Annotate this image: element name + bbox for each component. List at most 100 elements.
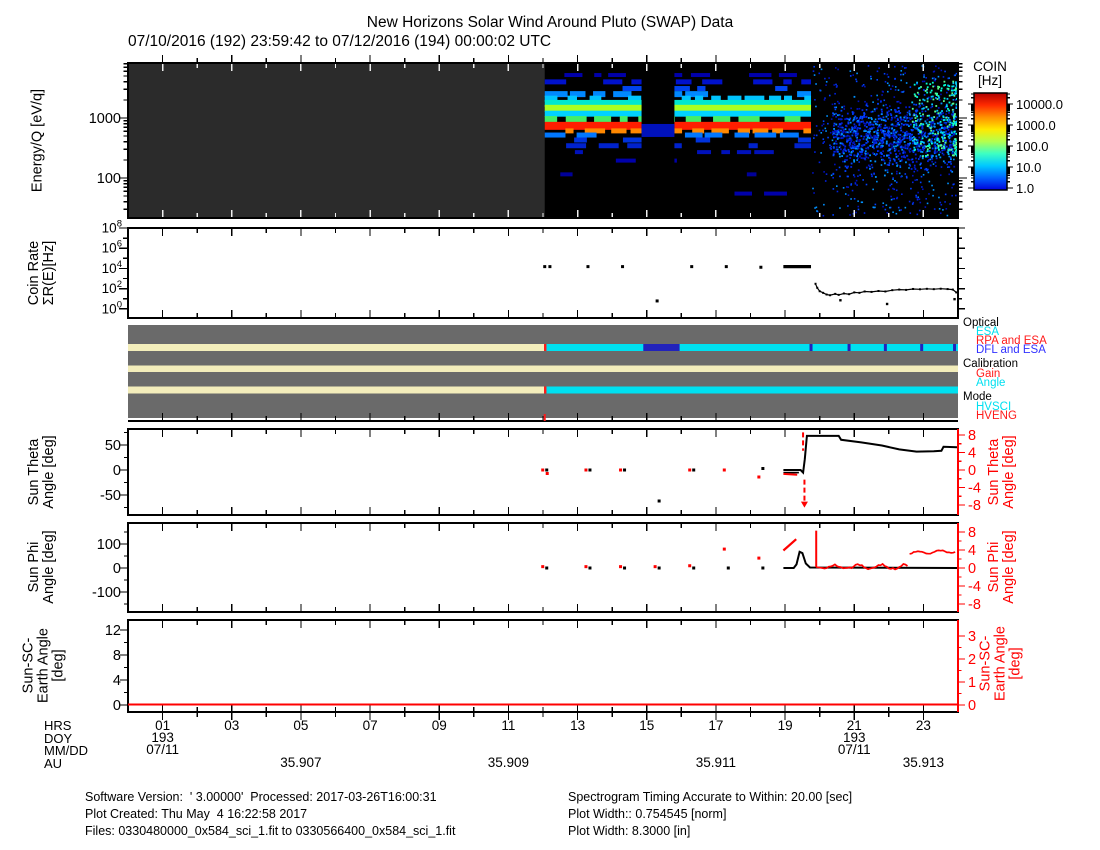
speckle-dot bbox=[813, 134, 816, 137]
speckle-dot bbox=[897, 155, 899, 157]
speckle-dot bbox=[853, 95, 856, 98]
speckle-dot bbox=[899, 127, 902, 129]
speckle-dot bbox=[953, 94, 956, 97]
speckle-dot bbox=[874, 140, 877, 143]
speckle-dot bbox=[902, 123, 905, 126]
speckle-dot bbox=[938, 138, 941, 141]
tick-base: 10 bbox=[102, 261, 117, 276]
speckle-dot bbox=[952, 183, 955, 186]
speckle-dot bbox=[919, 115, 922, 117]
sun_phi-right-tick-label: 8 bbox=[968, 525, 976, 541]
speckle-dot bbox=[833, 128, 835, 130]
speckle-dot bbox=[865, 166, 868, 169]
speckle-dot bbox=[892, 132, 895, 135]
speckle-dot bbox=[890, 108, 893, 111]
speckle-dot bbox=[954, 115, 957, 118]
tick-exponent: 2 bbox=[117, 279, 122, 290]
speckle-dot bbox=[907, 145, 910, 148]
speckle-dot bbox=[855, 135, 858, 138]
speckle-dot bbox=[933, 85, 936, 87]
sun_theta-right-tick-label: 8 bbox=[968, 428, 976, 444]
speckle-dot bbox=[947, 84, 949, 87]
speckle-dot bbox=[940, 144, 943, 147]
speckle-dot bbox=[889, 159, 892, 162]
speckle-dot bbox=[911, 142, 914, 145]
speckle-dot bbox=[939, 174, 942, 176]
speckle-dot bbox=[945, 105, 947, 108]
au-value: 35.909 bbox=[488, 755, 529, 770]
speckle-dot bbox=[911, 203, 914, 205]
speckle-dot bbox=[822, 120, 825, 122]
speckle-dot bbox=[824, 77, 826, 80]
speckle-dot bbox=[841, 142, 844, 145]
speckle-dot bbox=[930, 116, 933, 119]
speckle-dot bbox=[952, 98, 955, 101]
spectrogram-band-dash bbox=[769, 95, 782, 102]
speckle-dot bbox=[881, 142, 884, 145]
speckle-dot bbox=[891, 146, 894, 149]
speckle-dot bbox=[896, 100, 899, 103]
speckle-dot bbox=[919, 105, 922, 107]
speckle-dot bbox=[908, 116, 911, 119]
speckle-dot bbox=[848, 150, 850, 153]
speckle-dot bbox=[862, 144, 865, 146]
speckle-dot bbox=[893, 188, 896, 191]
speckle-dot bbox=[940, 166, 943, 168]
speckle-dot bbox=[874, 135, 877, 138]
mmdd-value: 07/11 bbox=[146, 742, 179, 757]
speckle-dot bbox=[930, 126, 933, 128]
speckle-dot bbox=[895, 135, 897, 138]
speckle-dot bbox=[876, 120, 879, 123]
speckle-dot bbox=[927, 135, 929, 138]
speckle-dot bbox=[952, 85, 955, 88]
speckle-dot bbox=[912, 161, 914, 163]
spectrogram-band-dash bbox=[734, 191, 752, 196]
spectrogram-band-dash bbox=[794, 143, 812, 149]
spectrogram-band-dash bbox=[611, 128, 627, 134]
speckle-dot bbox=[853, 154, 856, 157]
speckle-dot bbox=[815, 206, 818, 209]
speckle-dot bbox=[920, 138, 923, 141]
speckle-dot bbox=[956, 151, 958, 154]
speckle-dot bbox=[869, 127, 871, 130]
speckle-dot bbox=[832, 136, 835, 139]
spectrogram-band-dash bbox=[775, 86, 788, 92]
speckle-dot bbox=[943, 134, 946, 137]
speckle-dot bbox=[893, 132, 896, 135]
speckle-dot bbox=[865, 134, 868, 137]
modebar-segment-mode bbox=[128, 386, 545, 394]
speckle-dot bbox=[922, 98, 925, 101]
speckle-dot bbox=[828, 77, 830, 79]
speckle-dot bbox=[832, 112, 834, 115]
speckle-dot bbox=[838, 146, 841, 149]
speckle-dot bbox=[890, 206, 892, 209]
speckle-dot bbox=[860, 120, 863, 123]
speckle-dot bbox=[945, 122, 947, 125]
speckle-dot bbox=[867, 164, 870, 167]
speckle-dot bbox=[870, 77, 872, 80]
speckle-dot bbox=[867, 147, 870, 150]
speckle-dot bbox=[954, 98, 957, 101]
speckle-dot bbox=[849, 146, 852, 149]
speckle-dot bbox=[921, 141, 924, 143]
speckle-dot bbox=[942, 119, 945, 122]
coinrate-trace-dot bbox=[863, 290, 866, 293]
speckle-dot bbox=[876, 145, 879, 148]
spectrogram-band-dash bbox=[667, 73, 683, 78]
speckle-dot bbox=[877, 98, 879, 101]
speckle-dot bbox=[931, 155, 934, 157]
speckle-dot bbox=[904, 173, 907, 175]
speckle-dot bbox=[953, 132, 956, 135]
speckle-dot bbox=[916, 143, 919, 146]
speckle-dot bbox=[886, 126, 888, 129]
modebar-segment-calibration bbox=[128, 365, 958, 372]
speckle-dot bbox=[842, 187, 845, 189]
speckle-dot bbox=[857, 157, 859, 160]
speckle-dot bbox=[890, 147, 893, 150]
axis-label-line: Sun-SC- bbox=[977, 635, 994, 692]
speckle-dot bbox=[842, 126, 844, 129]
speckle-dot bbox=[921, 108, 923, 110]
speckle-dot bbox=[928, 123, 931, 126]
speckle-dot bbox=[930, 138, 933, 141]
speckle-dot bbox=[903, 141, 906, 143]
